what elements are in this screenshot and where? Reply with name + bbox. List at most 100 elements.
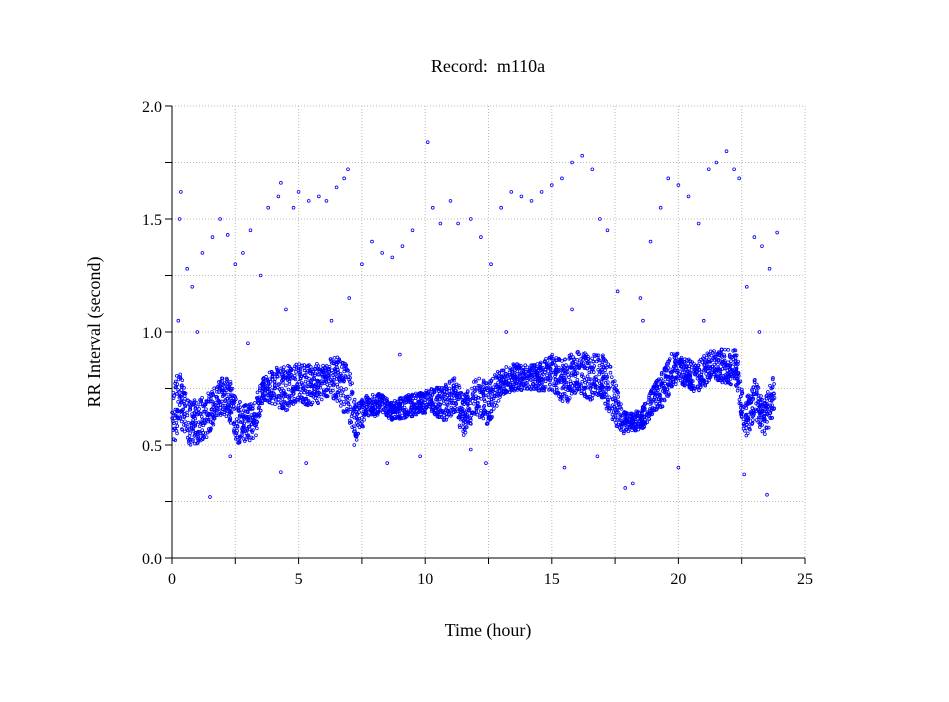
data-point (178, 375, 183, 380)
data-point (346, 401, 350, 405)
data-point (328, 357, 333, 361)
data-point (438, 221, 443, 226)
data-point (459, 410, 464, 414)
data-point (310, 377, 315, 382)
data-point (441, 394, 446, 399)
data-point (648, 407, 652, 411)
data-point (458, 425, 462, 430)
data-point (762, 428, 767, 433)
data-point (235, 425, 240, 429)
data-point (230, 393, 235, 397)
data-point (451, 387, 455, 391)
data-point (518, 372, 523, 376)
data-point (610, 403, 615, 407)
data-point (724, 149, 729, 154)
data-point (195, 330, 200, 334)
data-point (687, 380, 692, 385)
data-point (207, 394, 211, 399)
data-point (348, 379, 352, 384)
data-point (400, 403, 404, 407)
data-point (552, 383, 556, 388)
data-point (174, 384, 178, 389)
data-point (455, 395, 460, 399)
data-point (489, 378, 493, 383)
data-point (246, 404, 251, 409)
data-point (448, 199, 453, 203)
data-point (228, 388, 233, 393)
data-point (298, 398, 302, 403)
data-point (598, 217, 602, 221)
data-point (254, 433, 258, 438)
data-point (285, 401, 290, 406)
data-point (246, 419, 250, 424)
data-point (430, 407, 434, 412)
data-point (216, 384, 221, 389)
data-point (677, 372, 682, 376)
data-point (213, 409, 217, 413)
data-point (746, 395, 750, 399)
data-point (770, 403, 774, 407)
data-point (382, 407, 386, 411)
data-point (324, 199, 329, 203)
data-point (579, 357, 583, 361)
data-point (384, 411, 389, 415)
data-point (474, 410, 478, 415)
data-point (214, 413, 219, 417)
data-point (546, 376, 550, 380)
data-point (340, 361, 345, 366)
data-point (744, 426, 749, 430)
data-point (315, 385, 320, 390)
data-point (665, 387, 670, 392)
data-point (530, 367, 534, 372)
data-point (405, 412, 409, 416)
data-point (736, 371, 740, 375)
data-point (354, 438, 359, 442)
data-point (293, 364, 297, 369)
data-point (185, 266, 189, 271)
data-point (440, 389, 444, 394)
data-point (548, 378, 553, 383)
data-point (465, 425, 469, 429)
data-point (765, 393, 769, 398)
data-point (228, 382, 233, 386)
data-point (580, 153, 584, 158)
data-point (474, 396, 478, 401)
data-point (648, 397, 653, 401)
data-point (192, 401, 196, 405)
data-point (519, 387, 523, 392)
data-point (623, 427, 628, 432)
data-point (190, 420, 195, 425)
data-point (190, 284, 195, 289)
data-point (687, 364, 691, 369)
data-point (632, 413, 636, 417)
data-point (172, 394, 176, 398)
data-point (478, 388, 482, 392)
data-point (612, 379, 617, 383)
data-point (381, 410, 385, 415)
data-point (583, 385, 588, 390)
data-point (486, 395, 491, 399)
data-point (232, 430, 236, 435)
data-point (402, 405, 407, 410)
data-point (623, 421, 627, 426)
data-point (395, 401, 400, 406)
data-point (766, 425, 771, 430)
data-point (249, 413, 254, 417)
data-point (519, 194, 524, 199)
data-point (193, 431, 198, 435)
data-point (213, 400, 218, 405)
data-point (196, 440, 200, 445)
data-point (691, 384, 696, 388)
data-point (748, 427, 752, 432)
data-point (245, 409, 250, 414)
data-point (756, 407, 760, 412)
data-point (284, 307, 288, 312)
data-point (435, 410, 440, 415)
data-point (361, 411, 365, 416)
data-point (749, 411, 753, 416)
data-point (263, 398, 267, 402)
data-point (241, 251, 245, 255)
data-point (623, 410, 628, 415)
data-point (633, 428, 638, 433)
data-point (732, 353, 737, 358)
